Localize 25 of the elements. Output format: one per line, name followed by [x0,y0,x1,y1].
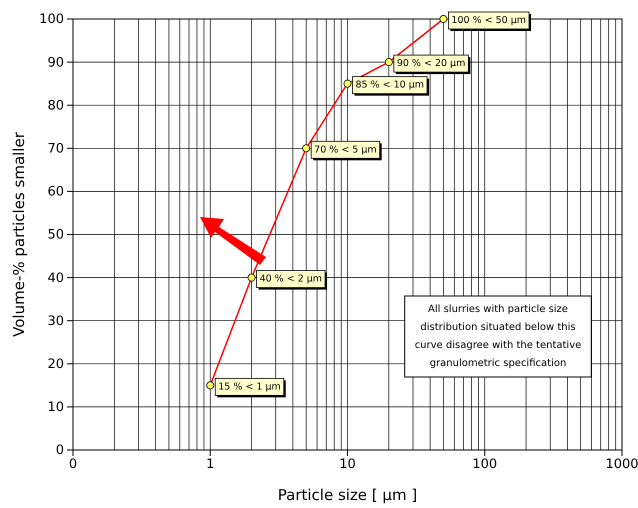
y-tick-label: 50 [47,228,64,243]
x-tick-label: 100 [472,457,498,472]
y-tick-label: 70 [47,141,64,156]
annotation: 40 % < 2 µm [260,274,322,285]
annotation: 90 % < 20 µm [396,58,466,70]
y-tick-label: 0 [56,443,64,458]
x-tick-label: 1 [206,457,214,472]
annotation: All slurries with particle size distribution situated below this curve disagree with the tentative granulometric specification [414,304,582,369]
annotation: 100 % < 50 µm [451,15,526,26]
annotation: 85 % < 10 µm [356,80,424,91]
y-axis-title: Volume-% particles smaller [10,131,28,337]
y-tick-label: 60 [47,184,64,200]
y-tick-label: 20 [47,356,64,372]
x-tick-label: 0 [68,457,78,472]
x-tick-label: 10 [339,457,356,472]
annotation: 15 % < 1 µm [218,381,281,392]
y-tick-label: 10 [47,400,64,416]
y-tick-label: 100 [39,12,64,28]
y-tick-label: 40 [47,270,64,286]
x-axis-title: Particle size [ µm ] [278,486,418,504]
y-tick-label: 80 [47,98,64,114]
y-tick-label: 30 [47,314,64,329]
y-tick-label: 90 [47,55,64,70]
annotation: 70 % < 5 µm [314,144,377,156]
x-tick-label: 1000 [605,457,638,472]
